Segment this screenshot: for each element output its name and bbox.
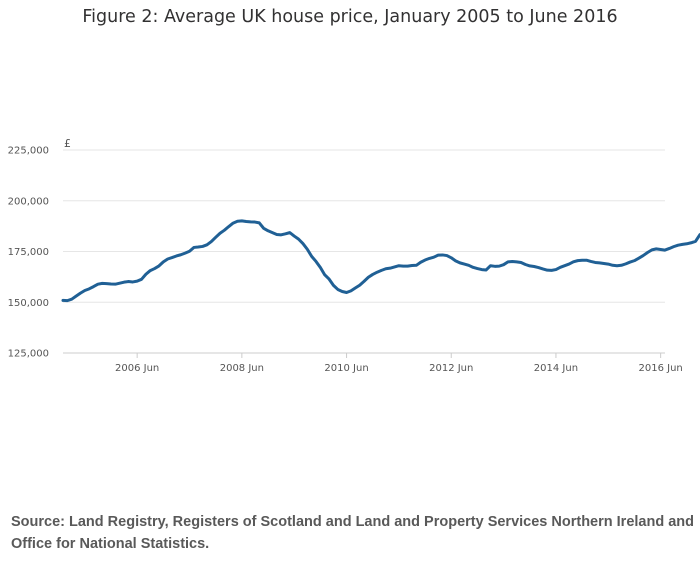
y-axis-unit-label: £ [64, 137, 71, 150]
x-tick-label: 2008 Jun [220, 363, 264, 374]
x-tick-label: 2010 Jun [324, 363, 368, 374]
y-axis: 125,000 150,000 175,000 200,000 225,000 [8, 146, 49, 360]
x-axis: 2006 Jun 2008 Jun 2010 Jun 2012 Jun 2014 Jun… [115, 353, 683, 374]
gridlines [63, 149, 665, 303]
x-tick-label: 2006 Jun [115, 363, 159, 374]
x-tick-label: 2014 Jun [534, 363, 578, 374]
source-note: Source: Land Registry, Registers of Scot… [11, 514, 694, 552]
x-tick-label: 2016 Jun [639, 363, 683, 374]
y-tick-label: 150,000 [8, 298, 49, 309]
series-line-average-uk-house-price [61, 219, 700, 303]
y-tick-label: 175,000 [8, 247, 49, 258]
y-tick-label: 225,000 [8, 146, 49, 157]
chart-title: Figure 2: Average UK house price, Januar… [82, 7, 618, 27]
x-tick-label: 2012 Jun [429, 363, 473, 374]
y-tick-label: 200,000 [8, 196, 49, 207]
y-tick-label: 125,000 [8, 349, 49, 360]
